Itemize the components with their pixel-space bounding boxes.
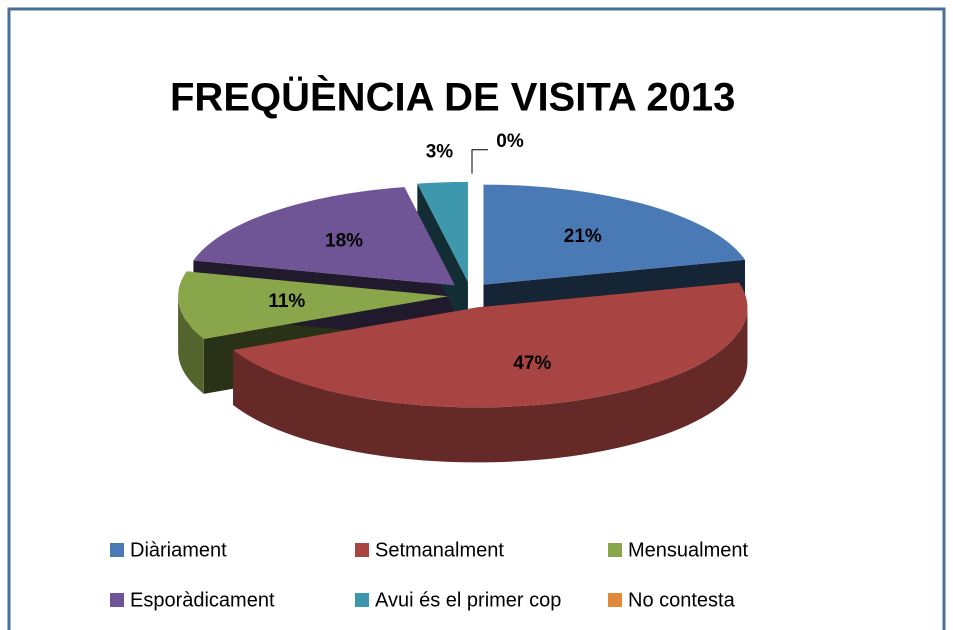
legend-label: Esporàdicament — [130, 589, 275, 611]
legend-label: Avui és el primer cop — [375, 589, 561, 611]
legend-label: Diàriament — [130, 539, 227, 561]
legend-label: No contesta — [628, 589, 736, 611]
slice-side — [417, 183, 468, 337]
data-label: 47% — [513, 353, 551, 374]
slice-wall — [178, 296, 204, 394]
slice-wall — [233, 307, 748, 463]
chart-title: FREQÜÈNCIA DE VISITA 2013 — [170, 75, 735, 120]
slice — [178, 271, 449, 339]
leader-line — [471, 149, 488, 174]
legend-swatch — [355, 543, 369, 557]
slice — [483, 184, 745, 285]
legend-label: Mensualment — [628, 539, 749, 561]
data-label: 11% — [268, 291, 305, 312]
data-label: 21% — [564, 226, 602, 247]
legend-label: Setmanalment — [375, 539, 504, 561]
slice — [193, 187, 455, 286]
legend-swatch — [355, 593, 369, 607]
legend-swatch — [110, 543, 124, 557]
legend-swatch — [608, 543, 622, 557]
legend-swatch — [608, 593, 622, 607]
slice — [233, 282, 748, 408]
data-label: 18% — [325, 231, 363, 252]
slice — [417, 181, 468, 282]
legend-swatch — [110, 593, 124, 607]
data-label: 3% — [426, 141, 454, 162]
data-label: 0% — [496, 131, 524, 152]
